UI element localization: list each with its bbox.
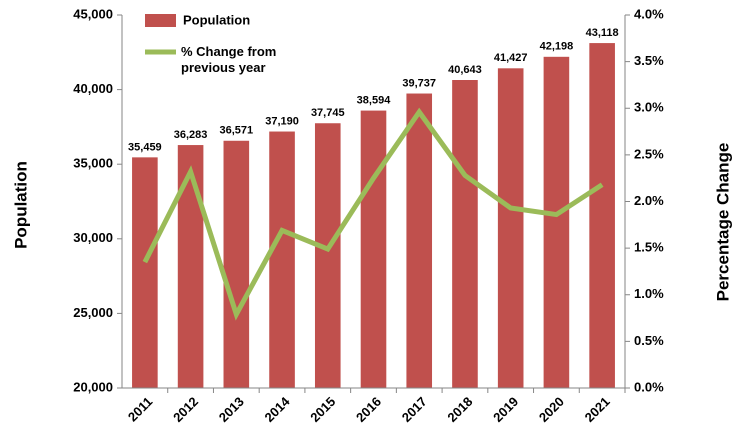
legend-swatch-bar (145, 14, 176, 27)
x-tick-label: 2014 (262, 393, 294, 425)
x-tick-label: 2011 (125, 394, 156, 425)
bar (269, 131, 295, 388)
bar (132, 157, 158, 388)
x-tick-label: 2021 (582, 394, 613, 425)
y-tick-label: 45,000 (73, 6, 113, 21)
line (142, 107, 604, 321)
y2-tick-label: 0.5% (634, 333, 664, 348)
x-tick-label: 2018 (444, 394, 475, 425)
y-tick-label: 40,000 (73, 81, 113, 96)
legend-label: Population (183, 12, 250, 27)
x-tick-label: 2015 (307, 394, 338, 425)
y2-tick-label: 1.0% (634, 286, 664, 301)
y2-tick-label: 3.5% (634, 53, 664, 68)
bar (177, 145, 204, 388)
y-tick-label: 30,000 (73, 230, 113, 245)
x-tick-label: 2020 (536, 394, 567, 425)
bar (497, 68, 524, 389)
x-tick-label: 2012 (170, 394, 201, 425)
bar (314, 123, 341, 388)
y-axis-title: Population (11, 161, 30, 249)
bar (360, 110, 387, 389)
data-label: 39,737 (402, 77, 436, 89)
bar (223, 140, 250, 388)
x-tick-label: 2013 (216, 394, 247, 425)
legend-label: % Change from previous year (181, 44, 277, 75)
x-tick-label: 2019 (490, 394, 521, 425)
data-label: 37,745 (311, 107, 345, 119)
y2-tick-label: 2.0% (634, 193, 664, 208)
y-tick-label: 35,000 (73, 156, 113, 171)
y2-axis-title: Percentage Change (713, 143, 732, 302)
x-tick-label: 2017 (399, 394, 430, 425)
data-label: 36,283 (174, 129, 208, 141)
y2-tick-label: 2.5% (634, 146, 664, 161)
y2-tick-label: 0.0% (634, 379, 664, 394)
x-tick-label: 2016 (353, 394, 384, 425)
data-label: 38,594 (357, 94, 392, 106)
y2-tick-label: 3.0% (634, 100, 664, 115)
y2-tick-label: 4.0% (634, 6, 664, 21)
data-label: 37,190 (265, 115, 299, 127)
y-tick-label: 20,000 (73, 379, 113, 394)
data-label: 35,459 (128, 141, 162, 153)
y2-tick-label: 1.5% (634, 240, 664, 255)
data-label: 42,198 (540, 41, 574, 53)
data-label: 36,571 (219, 125, 253, 137)
data-label: 40,643 (448, 64, 482, 76)
bar (589, 43, 615, 389)
bar (406, 93, 433, 388)
data-label: 43,118 (586, 27, 619, 39)
y-tick-label: 25,000 (73, 305, 113, 320)
data-label: 41,427 (494, 52, 528, 64)
bar (452, 80, 478, 388)
bar (543, 56, 570, 388)
